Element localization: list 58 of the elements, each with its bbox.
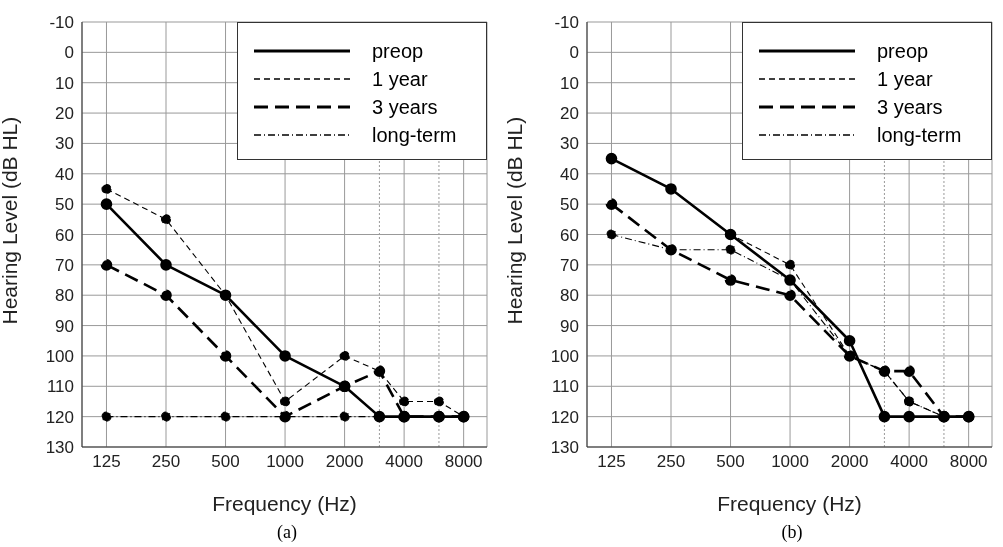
x-tick-label: 125: [92, 452, 121, 472]
legend-label: 1 year: [372, 67, 428, 91]
x-tick-label: 250: [656, 452, 686, 472]
y-tick-label: 110: [551, 377, 579, 397]
y-tick-label: 10: [560, 73, 579, 93]
y-tick-label: 130: [550, 438, 579, 458]
y-tick-label: 20: [55, 104, 74, 124]
legend-label: preop: [877, 39, 929, 63]
y-tick-label: 130: [45, 438, 74, 458]
y-tick-label: 90: [560, 316, 579, 336]
x-tick-label: 500: [211, 452, 240, 472]
y-tick-label: 100: [550, 346, 579, 366]
y-tick-label: 40: [560, 164, 579, 184]
y-tick-label: 120: [45, 407, 74, 427]
x-tick-label: 8000: [444, 452, 483, 472]
y-tick-label: 0: [569, 43, 579, 63]
legend-label: long-term: [877, 123, 962, 147]
x-axis-title: Frequency (Hz): [717, 492, 862, 515]
y-tick-label: 20: [560, 104, 579, 124]
y-tick-label: 70: [55, 255, 74, 275]
x-tick-label: 4000: [385, 452, 424, 472]
x-tick-label: 500: [716, 452, 745, 472]
x-tick-label: 2000: [830, 452, 869, 472]
legend-label: 1 year: [877, 67, 933, 91]
y-tick-label: 40: [55, 164, 74, 184]
y-tick-label: 50: [55, 195, 74, 215]
x-tick-label: 2000: [325, 452, 364, 472]
legend-label: long-term: [372, 123, 457, 147]
y-tick-label: 60: [560, 225, 579, 245]
legend-label: 3 years: [877, 95, 943, 119]
y-tick-label: -10: [49, 13, 74, 33]
legend-label: 3 years: [372, 95, 438, 119]
y-tick-label: -10: [554, 13, 579, 33]
x-tick-label: 1000: [266, 452, 304, 472]
x-tick-label: 1000: [771, 452, 809, 472]
y-tick-label: 80: [55, 286, 74, 306]
y-tick-label: 110: [46, 377, 74, 397]
text: (a): [276, 522, 298, 543]
y-axis-title: Hearing Level (dB HL): [503, 116, 527, 325]
x-tick-label: 4000: [890, 452, 929, 472]
x-tick-label: 8000: [949, 452, 988, 472]
x-tick-label: 125: [597, 452, 626, 472]
y-tick-label: 10: [55, 73, 74, 93]
y-axis-title: Hearing Level (dB HL): [0, 116, 22, 325]
y-tick-label: 0: [64, 43, 74, 63]
y-tick-label: 100: [45, 346, 74, 366]
y-tick-label: 30: [55, 134, 74, 154]
x-tick-label: 250: [151, 452, 181, 472]
y-tick-label: 50: [560, 195, 579, 215]
text: (b): [780, 522, 804, 543]
legend-label: preop: [372, 39, 424, 63]
y-tick-label: 80: [560, 286, 579, 306]
x-axis-title: Frequency (Hz): [212, 492, 357, 515]
y-tick-label: 90: [55, 316, 74, 336]
y-tick-label: 70: [560, 255, 579, 275]
y-tick-label: 60: [55, 225, 74, 245]
y-tick-label: 120: [550, 407, 579, 427]
y-tick-label: 30: [560, 134, 579, 154]
